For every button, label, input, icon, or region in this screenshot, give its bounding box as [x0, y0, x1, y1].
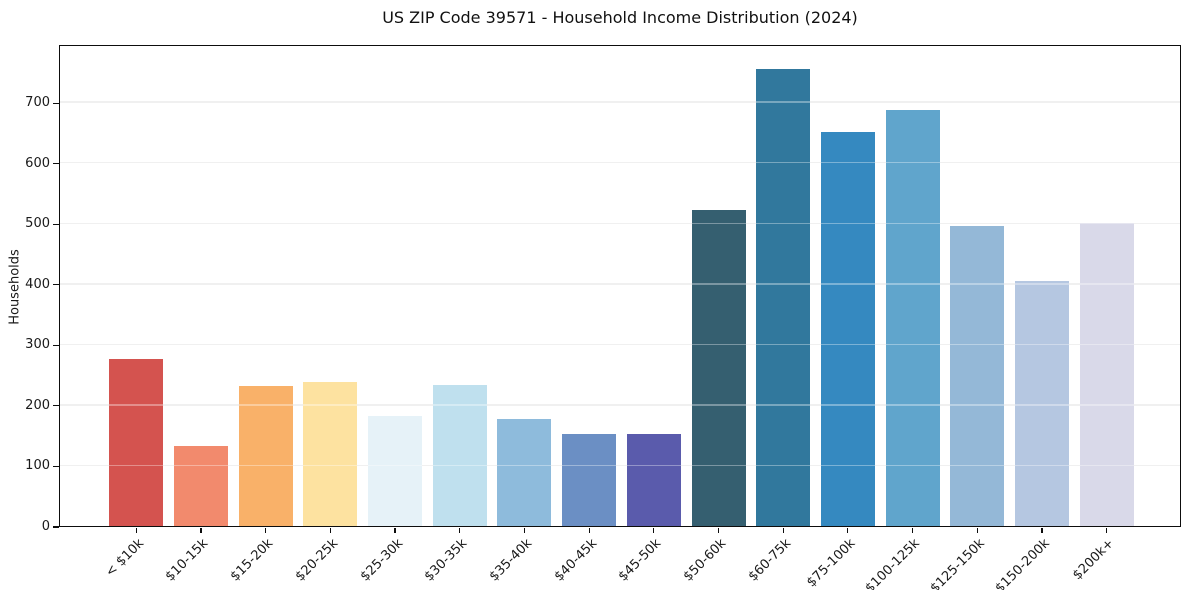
- bar-13: [950, 226, 1005, 526]
- chart-title: US ZIP Code 39571 - Household Income Dis…: [382, 8, 858, 27]
- x-tick-label-2: $15-20k: [227, 536, 277, 585]
- x-tick-label-11: $75-100k: [804, 536, 859, 590]
- x-tick-mark-11: [847, 528, 849, 533]
- bar-11: [820, 132, 875, 526]
- x-tick-label-12: $100-125k: [863, 536, 924, 590]
- x-tick-label-9: $50-60k: [680, 536, 730, 585]
- bar-8: [626, 433, 681, 526]
- x-tick-mark-8: [653, 528, 655, 533]
- y-tick-mark-300: [53, 344, 59, 346]
- bar-6: [497, 419, 552, 526]
- y-tick-label-100: 100: [25, 458, 50, 474]
- x-tick-mark-1: [200, 528, 202, 533]
- y-tick-mark-600: [53, 163, 59, 165]
- bar-1: [174, 446, 229, 526]
- y-tick-mark-700: [53, 102, 59, 104]
- bar-9: [691, 210, 746, 526]
- gridline-overlay-y-700: [60, 101, 1180, 103]
- bar-slot-15: $200k+: [1070, 46, 1139, 583]
- bar-7: [562, 434, 617, 526]
- x-tick-label-10: $60-75k: [745, 536, 794, 585]
- x-tick-mark-13: [976, 528, 978, 533]
- bar-2: [238, 386, 293, 526]
- bar-3: [303, 381, 358, 526]
- bar-slot-5: $30-35k: [422, 46, 492, 584]
- x-tick-mark-9: [717, 528, 720, 533]
- y-tick-label-500: 500: [25, 216, 50, 232]
- x-tick-label-15: $200k+: [1070, 536, 1118, 584]
- bar-10: [756, 68, 811, 526]
- bar-slot-7: $40-45k: [551, 46, 622, 584]
- y-tick-label-700: 700: [25, 95, 50, 111]
- bar-slot-14: $150-200k: [992, 46, 1075, 590]
- x-tick-label-4: $25-30k: [357, 536, 406, 585]
- y-tick-label-300: 300: [25, 337, 50, 353]
- x-tick-mark-14: [1041, 528, 1043, 533]
- bar-15: [1079, 222, 1134, 526]
- x-tick-label-7: $40-45k: [551, 536, 600, 585]
- x-tick-label-13: $125-150k: [927, 536, 988, 590]
- x-tick-mark-2: [265, 528, 267, 533]
- gridline-overlay-y-500: [60, 222, 1180, 224]
- x-tick-label-3: $20-25k: [292, 536, 342, 585]
- x-tick-label-1: $10-15k: [163, 536, 212, 585]
- gridline-y-700: [60, 101, 1180, 103]
- gridline-y-200: [60, 404, 1180, 406]
- bar-slot-12: $100-125k: [863, 46, 945, 590]
- bar-slot-2: $15-20k: [228, 46, 298, 584]
- bar-0: [109, 358, 164, 526]
- x-tick-label-14: $150-200k: [992, 536, 1053, 590]
- bar-4: [368, 415, 423, 526]
- x-tick-mark-0: [135, 528, 137, 533]
- bar-slot-9: $50-60k: [681, 46, 751, 584]
- x-tick-mark-3: [329, 528, 331, 533]
- gridline-overlay-y-300: [60, 343, 1180, 346]
- x-tick-label-6: $35-40k: [486, 536, 536, 585]
- x-tick-mark-6: [523, 528, 526, 533]
- x-tick-label-8: $45-50k: [615, 536, 665, 585]
- bar-slot-13: $125-150k: [928, 46, 1010, 590]
- bar-slot-10: $60-75k: [745, 46, 816, 584]
- y-tick-mark-500: [53, 223, 59, 225]
- bar-14: [1014, 281, 1069, 526]
- x-tick-mark-15: [1106, 528, 1108, 533]
- bar-slot-8: $45-50k: [616, 46, 687, 584]
- gridline-overlay-y-400: [60, 283, 1180, 285]
- bar-5: [432, 384, 487, 526]
- x-tick-mark-10: [782, 528, 784, 533]
- bar-slot-11: $75-100k: [804, 46, 881, 590]
- bar-slot-0: < $10k: [103, 46, 169, 580]
- gridline-y-300: [60, 343, 1180, 346]
- gridline-y-600: [60, 162, 1180, 164]
- x-tick-mark-7: [588, 528, 590, 533]
- x-tick-mark-4: [394, 528, 396, 533]
- gridline-y-400: [60, 283, 1180, 285]
- x-tick-label-0: < $10k: [102, 536, 147, 581]
- bar-12: [885, 109, 940, 526]
- x-tick-label-5: $30-35k: [421, 536, 471, 585]
- bar-slot-4: $25-30k: [357, 46, 428, 584]
- x-tick-mark-5: [459, 528, 461, 533]
- y-tick-label-400: 400: [25, 276, 50, 292]
- y-tick-mark-0: [53, 526, 59, 528]
- bar-slot-3: $20-25k: [293, 46, 363, 584]
- x-tick-mark-12: [911, 528, 914, 533]
- plot-area: < $10k $10-15k $15-20k $20-25k $25-30k $30-35…: [59, 45, 1181, 590]
- y-tick-mark-200: [53, 405, 59, 407]
- gridline-overlay-y-200: [60, 404, 1180, 406]
- y-tick-label-200: 200: [25, 397, 50, 413]
- gridline-y-500: [60, 222, 1180, 224]
- bars-row: < $10k $10-15k $15-20k $20-25k $25-30k $30-35…: [60, 46, 1180, 590]
- gridline-overlay-y-100: [60, 464, 1180, 467]
- y-tick-label-0: 0: [41, 519, 50, 534]
- bar-slot-6: $35-40k: [487, 46, 557, 584]
- gridline-y-100: [60, 464, 1180, 467]
- y-tick-mark-400: [53, 284, 59, 286]
- y-tick-mark-100: [53, 465, 59, 468]
- y-tick-label-600: 600: [25, 155, 50, 171]
- bar-slot-1: $10-15k: [163, 46, 234, 584]
- gridline-overlay-y-600: [60, 162, 1180, 164]
